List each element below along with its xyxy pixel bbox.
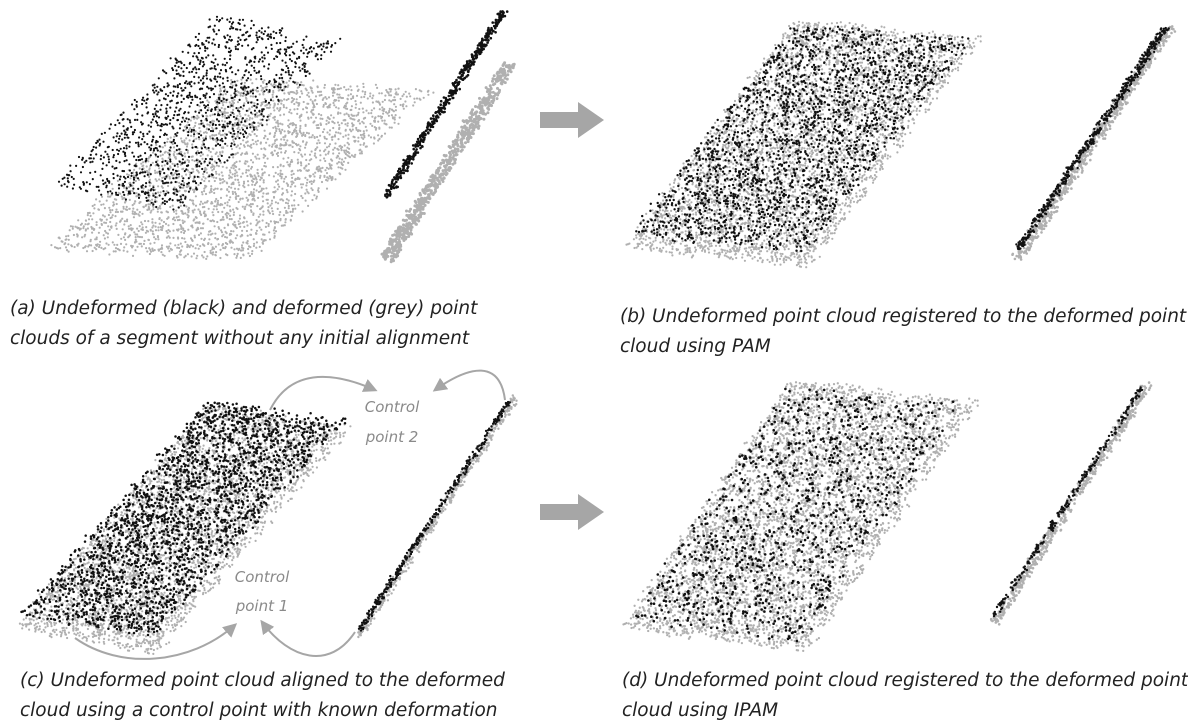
point-cloud — [59, 17, 340, 210]
caption: cloud using PAM — [620, 336, 771, 357]
point-cloud — [991, 383, 1151, 625]
caption: (b) Undeformed point cloud registered to… — [620, 306, 1187, 327]
annotation: point 1 — [235, 597, 289, 615]
caption: cloud using IPAM — [622, 700, 778, 721]
point-cloud — [627, 22, 981, 267]
point-cloud — [382, 63, 514, 262]
caption: cloud using a control point with known d… — [20, 700, 498, 721]
annotation: point 2 — [365, 428, 419, 446]
figure: Control point 2 Control point 1 (a) Unde… — [0, 0, 1188, 724]
caption: (c) Undeformed point cloud aligned to th… — [20, 670, 505, 691]
point-cloud — [51, 79, 433, 259]
caption: (a) Undeformed (black) and deformed (gre… — [10, 298, 478, 319]
caption: (d) Undeformed point cloud registered to… — [622, 670, 1188, 691]
arrow — [540, 494, 604, 530]
caption: clouds of a segment without any initial … — [10, 328, 470, 349]
annotation: Control — [365, 398, 420, 416]
annotation: Control — [235, 568, 290, 586]
point-cloud — [1016, 28, 1168, 249]
arrow — [540, 102, 604, 138]
